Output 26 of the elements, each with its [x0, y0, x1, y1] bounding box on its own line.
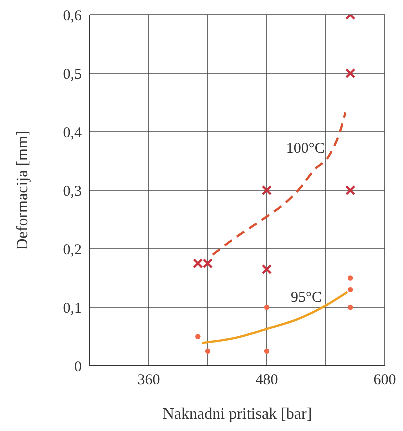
- x-tick-label: 360: [138, 372, 160, 389]
- point: [262, 185, 272, 196]
- point: [196, 334, 201, 340]
- point: [345, 68, 356, 79]
- y-tick-label: 0,5: [63, 66, 82, 83]
- point: [205, 348, 211, 354]
- x-tick-label: 480: [256, 372, 278, 389]
- point: [348, 304, 354, 310]
- point: [264, 348, 270, 354]
- y-axis-title: Deformacija [mm]: [14, 130, 32, 250]
- point: [348, 276, 354, 281]
- y-tick-label: 0,2: [63, 242, 82, 258]
- y-tick-label: 0,3: [63, 184, 82, 200]
- point: [264, 304, 270, 310]
- y-tick-label: 0,1: [63, 300, 82, 317]
- y-tick-label: 0: [74, 359, 82, 376]
- x-tick-label: 600: [374, 372, 396, 389]
- x-axis-title: Naknadni pritisak [bar]: [162, 406, 312, 423]
- point: [262, 264, 272, 275]
- annotation: 95°C: [290, 290, 322, 306]
- y-tick-label: 0,6: [63, 8, 82, 24]
- annotation: 100°C: [286, 141, 325, 158]
- point: [348, 287, 354, 293]
- point: [345, 185, 356, 196]
- y-tick-label: 0,4: [63, 125, 82, 142]
- line-series: [212, 112, 347, 256]
